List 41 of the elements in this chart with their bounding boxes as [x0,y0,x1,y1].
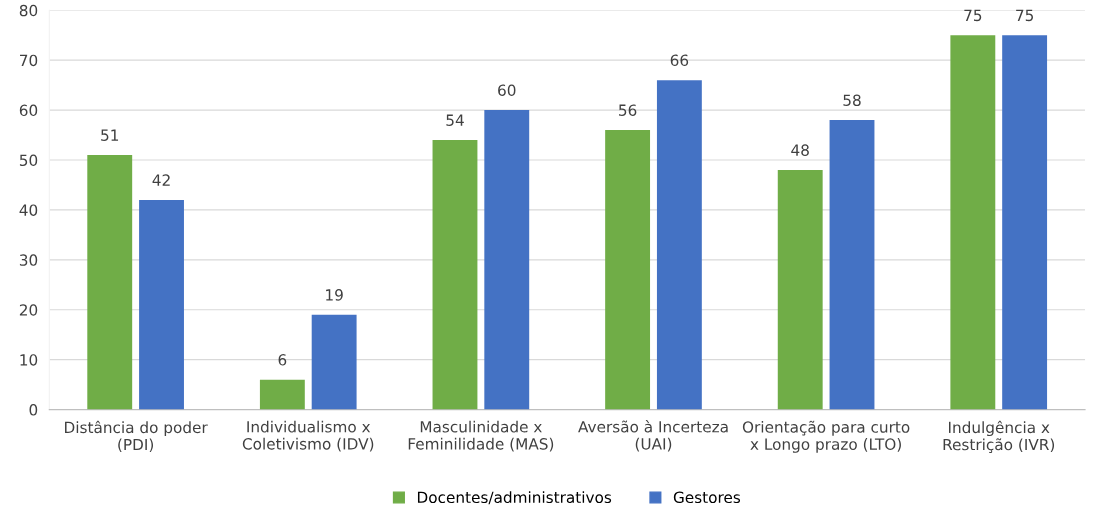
legend-label: Gestores [673,491,741,504]
bar [87,155,133,410]
y-tick-label: 80 [19,4,38,17]
data-label: 60 [498,84,516,97]
x-tick-label: Indulgência x Restrição (IVR) [943,420,1055,454]
y-tick-label: 70 [20,54,38,67]
x-tick-label: Aversão à Incerteza (UAI) [578,420,728,452]
y-tick-label: 50 [19,154,38,167]
bar [950,35,996,410]
y-tick-label: 10 [20,354,38,366]
x-tick-label: Orientação para curto x Longo prazo (LTO) [742,420,910,453]
bar [1002,35,1048,410]
bar [432,140,478,410]
data-label: 58 [843,94,861,106]
data-label: 54 [446,114,464,126]
x-tick-label: Masculinidade x Feminilidade (MAS) [408,420,554,452]
y-tick-label: 20 [19,304,38,316]
bar [484,110,530,410]
legend-label: Docentes/administrativos [417,491,612,505]
bar [605,130,651,410]
data-label: 56 [619,104,637,116]
data-label: 66 [670,54,689,67]
data-label: 48 [791,144,809,156]
y-tick-label: 30 [19,254,38,266]
bar [829,120,875,410]
data-label: 51 [101,129,119,141]
data-label: 6 [278,354,287,366]
bar [656,80,702,410]
bar [777,169,823,410]
y-tick-label: 60 [19,104,38,117]
x-tick-label: Distância do poder (PDI) [65,420,208,453]
data-label: 75 [1016,9,1034,22]
y-tick-label: 0 [29,404,38,416]
data-label: 75 [964,9,982,22]
data-label: 42 [152,174,170,186]
bar [311,314,357,410]
x-tick-label: Individualismo x Coletivismo (IDV) [242,420,374,452]
bar [259,379,305,410]
y-tick-label: 40 [19,204,38,216]
data-label: 19 [326,289,343,301]
bar [139,199,184,410]
